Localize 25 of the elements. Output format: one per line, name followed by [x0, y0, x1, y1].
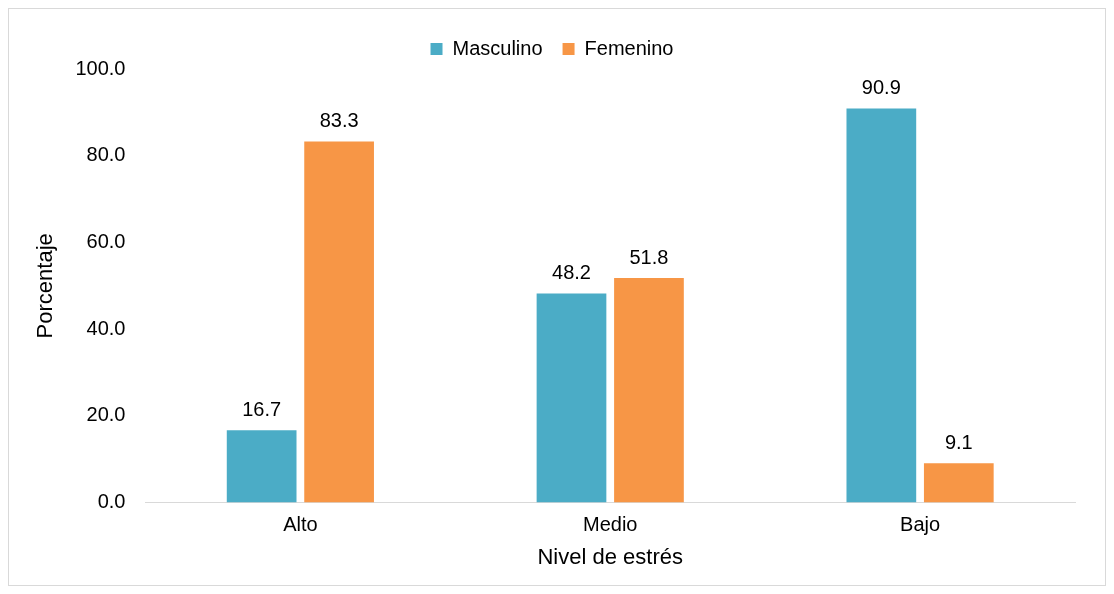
- y-axis-title: Porcentaje: [32, 233, 58, 339]
- x-tick-label: Medio: [582, 513, 638, 536]
- y-tick-label: 40.0: [86, 316, 126, 339]
- bar: [846, 108, 917, 503]
- legend-label: Masculino: [452, 36, 543, 59]
- y-tick-label: 100.0: [75, 56, 126, 79]
- data-label: 48.2: [552, 261, 591, 284]
- bar: [614, 278, 684, 503]
- y-tick-label: 0.0: [97, 490, 126, 513]
- data-label: 16.7: [242, 397, 282, 420]
- bar: [304, 141, 374, 503]
- y-tick-label: 20.0: [86, 403, 126, 426]
- data-label: 90.9: [861, 75, 901, 98]
- y-tick-label: 60.0: [86, 229, 126, 252]
- bar: [923, 463, 994, 503]
- x-axis-title: Nivel de estrés: [537, 543, 683, 569]
- bar: [536, 293, 607, 503]
- x-tick-label: Bajo: [900, 513, 941, 536]
- data-label: 51.8: [629, 245, 669, 268]
- data-label: 83.3: [319, 108, 359, 131]
- bar: [226, 430, 297, 503]
- data-label: 9.1: [944, 430, 973, 453]
- legend-label: Femenino: [584, 36, 674, 59]
- x-tick-label: Alto: [283, 513, 318, 536]
- y-tick-label: 80.0: [86, 143, 126, 166]
